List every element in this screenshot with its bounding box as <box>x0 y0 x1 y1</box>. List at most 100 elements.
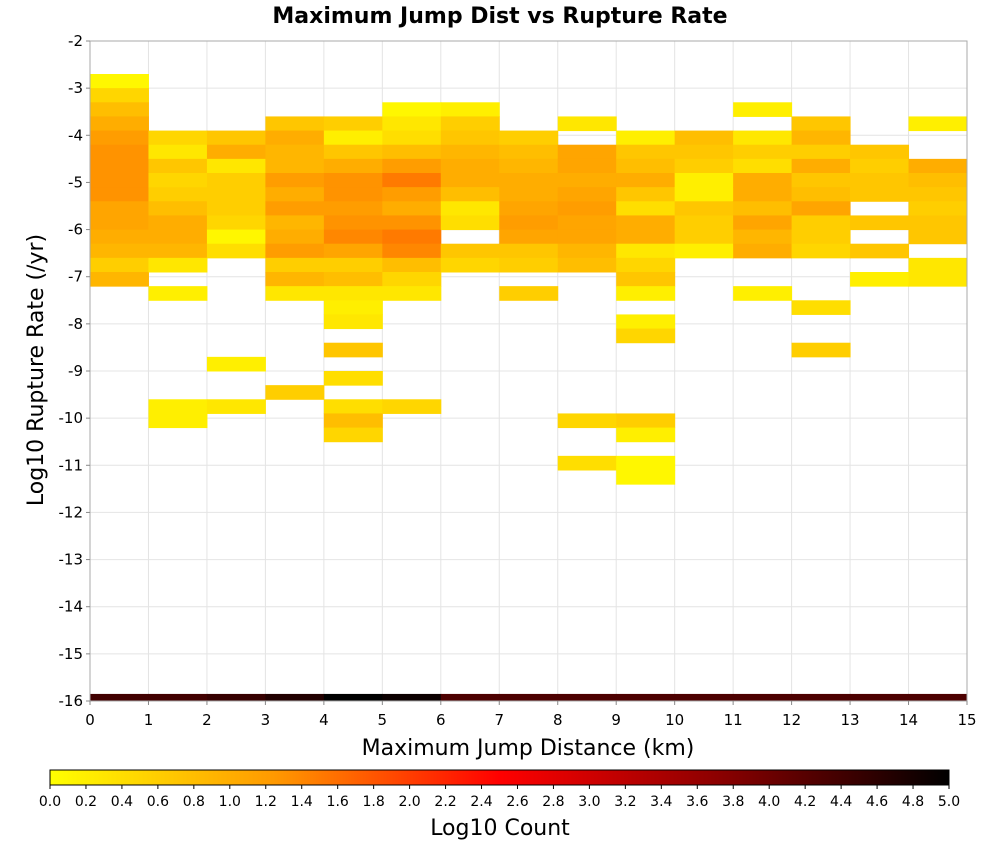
x-tick-label: 3 <box>261 711 271 729</box>
heatmap-cell <box>323 300 383 315</box>
marginal-cell <box>908 693 968 701</box>
heatmap-cell <box>908 116 968 132</box>
x-tick-label: 5 <box>378 711 388 729</box>
heatmap-cell <box>440 215 500 231</box>
colorbar-tick-label: 1.2 <box>255 794 277 810</box>
heatmap-cell <box>791 130 851 146</box>
heatmap-cell <box>323 314 383 330</box>
heatmap-cell <box>733 102 793 117</box>
heatmap-cell <box>323 342 383 358</box>
heatmap-cell <box>382 130 442 146</box>
heatmap-cell <box>440 257 500 273</box>
heatmap-cell <box>616 455 676 471</box>
colorbar-tick-label: 1.4 <box>291 794 313 810</box>
y-axis-ticks: -2 -3 -4 -5 -6 -7 -8 -9 -10 -11 -12 -13 -14 -15 -16 <box>59 32 90 710</box>
marginal-cell <box>148 693 208 701</box>
x-tick-label: 0 <box>85 711 95 729</box>
heatmap-cell <box>323 399 383 414</box>
heatmap-cell <box>616 187 676 202</box>
marginal-cell <box>440 693 500 701</box>
y-tick-label: -12 <box>59 503 84 521</box>
heatmap-cell <box>850 158 910 174</box>
heatmap-cell <box>908 229 968 245</box>
heatmap-cell <box>791 173 851 188</box>
heatmap-cell <box>206 243 266 259</box>
heatmap-cell <box>616 130 676 146</box>
heatmap-cell <box>382 158 442 174</box>
heatmap-cell <box>382 257 442 273</box>
heatmap-cell <box>382 144 442 160</box>
heatmap-cell <box>323 272 383 287</box>
heatmap-cell <box>791 187 851 202</box>
heatmap-cell <box>148 229 208 245</box>
heatmap-cell <box>206 229 266 245</box>
heatmap-cell <box>323 158 383 174</box>
heatmap-cell <box>265 158 325 174</box>
y-tick-label: -2 <box>68 32 83 50</box>
x-tick-label: 6 <box>436 711 446 729</box>
heatmap-cell <box>206 215 266 231</box>
heatmap-cell <box>382 399 442 414</box>
heatmap-cell <box>382 102 442 117</box>
colorbar-tick-label: 5.0 <box>938 794 960 810</box>
marginal-cell <box>265 693 325 701</box>
heatmap-cell <box>323 257 383 273</box>
heatmap-cell <box>323 201 383 216</box>
heatmap-cell <box>265 144 325 160</box>
heatmap-cell <box>265 201 325 216</box>
heatmap-cell <box>206 144 266 160</box>
heatmap-cell <box>323 427 383 443</box>
heatmap-cell <box>557 201 617 216</box>
colorbar-tick-label: 3.2 <box>614 794 636 810</box>
colorbar-tick-label: 0.8 <box>183 794 205 810</box>
heatmap-cell <box>733 215 793 231</box>
heatmap-cell <box>90 187 149 202</box>
heatmap-cell <box>908 201 968 216</box>
marginal-cell <box>499 693 559 701</box>
heatmap-cell <box>382 116 442 132</box>
heatmap-cell <box>616 243 676 259</box>
heatmap-cell <box>148 187 208 202</box>
colorbar-label: Log10 Count <box>430 816 570 841</box>
marginal-cell <box>382 693 442 701</box>
heatmap-cell <box>674 144 734 160</box>
x-tick-label: 7 <box>494 711 504 729</box>
colorbar-tick-label: 1.6 <box>327 794 349 810</box>
heatmap-cell <box>90 116 149 132</box>
heatmap-cell <box>791 116 851 132</box>
heatmap-cell <box>616 470 676 485</box>
heatmap-cell <box>148 413 208 429</box>
x-tick-label: 8 <box>553 711 563 729</box>
heatmap-cell <box>616 144 676 160</box>
x-tick-label: 15 <box>957 711 976 729</box>
heatmap-cell <box>674 229 734 245</box>
heatmap-cell <box>323 144 383 160</box>
heatmap-cell <box>148 215 208 231</box>
heatmap-cell <box>323 286 383 301</box>
heatmap-cell <box>557 173 617 188</box>
heatmap-cell <box>674 130 734 146</box>
heatmap-cell <box>90 229 149 245</box>
y-tick-label: -10 <box>59 409 84 427</box>
y-tick-label: -14 <box>59 598 84 616</box>
heatmap-cell <box>323 173 383 188</box>
heatmap-cell <box>850 272 910 287</box>
heatmap-cell <box>440 173 500 188</box>
heatmap-cell <box>148 286 208 301</box>
heatmap-cell <box>791 158 851 174</box>
heatmap-cell <box>616 314 676 330</box>
marginal-cell <box>850 693 910 701</box>
heatmap-cell <box>791 243 851 259</box>
heatmap-cell <box>791 342 851 358</box>
y-tick-label: -6 <box>68 221 83 239</box>
colorbar-tick-label: 3.6 <box>686 794 708 810</box>
heatmap-cell <box>382 173 442 188</box>
heatmap-cell <box>557 215 617 231</box>
heatmap-cell <box>90 88 149 103</box>
colorbar-tick-label: 4.4 <box>830 794 852 810</box>
heatmap-cell <box>733 173 793 188</box>
x-tick-label: 10 <box>665 711 684 729</box>
heatmap-cell <box>616 328 676 344</box>
heatmap-cell <box>206 173 266 188</box>
heatmap-cell <box>148 144 208 160</box>
